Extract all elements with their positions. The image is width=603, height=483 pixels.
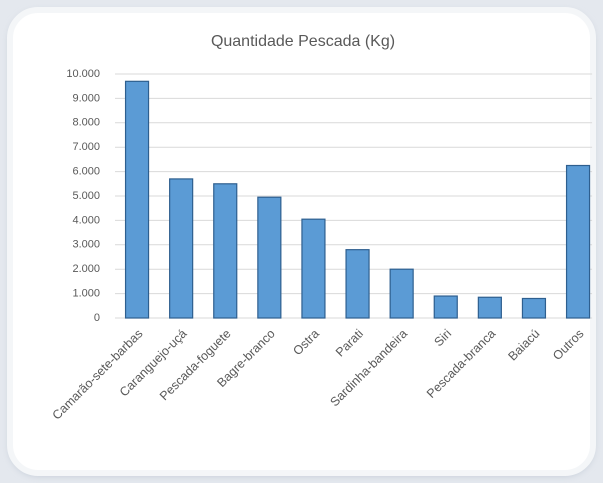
plot: 0 1.000 2.000 3.000 4.000 5.000 6.000 7.000 8.00… — [50, 68, 593, 422]
bar — [389, 268, 414, 319]
y-tick-label: 9.000 — [72, 92, 100, 104]
y-tick-label: 2.000 — [72, 263, 100, 275]
y-tick-label: 7.000 — [72, 141, 100, 153]
bar — [477, 296, 502, 319]
y-tick-label: 1.000 — [72, 288, 100, 300]
bar — [301, 218, 326, 319]
bar — [345, 249, 370, 319]
bar — [213, 183, 238, 319]
y-tick-label: 6.000 — [72, 166, 100, 178]
y-tick-label: 0 — [94, 312, 100, 324]
bar — [257, 196, 282, 319]
y-tick-label: 5.000 — [72, 190, 100, 202]
bar — [124, 80, 150, 319]
chart-title: Quantidade Pescada (Kg) — [211, 33, 395, 50]
y-tick-label: 8.000 — [72, 117, 100, 129]
bar — [565, 164, 591, 319]
y-tick-label: 3.000 — [72, 239, 100, 251]
bar — [521, 297, 547, 319]
bar — [433, 295, 458, 319]
bar — [169, 178, 194, 319]
y-tick-label: 10.000 — [66, 68, 100, 80]
y-tick-label: 4.000 — [72, 214, 100, 226]
